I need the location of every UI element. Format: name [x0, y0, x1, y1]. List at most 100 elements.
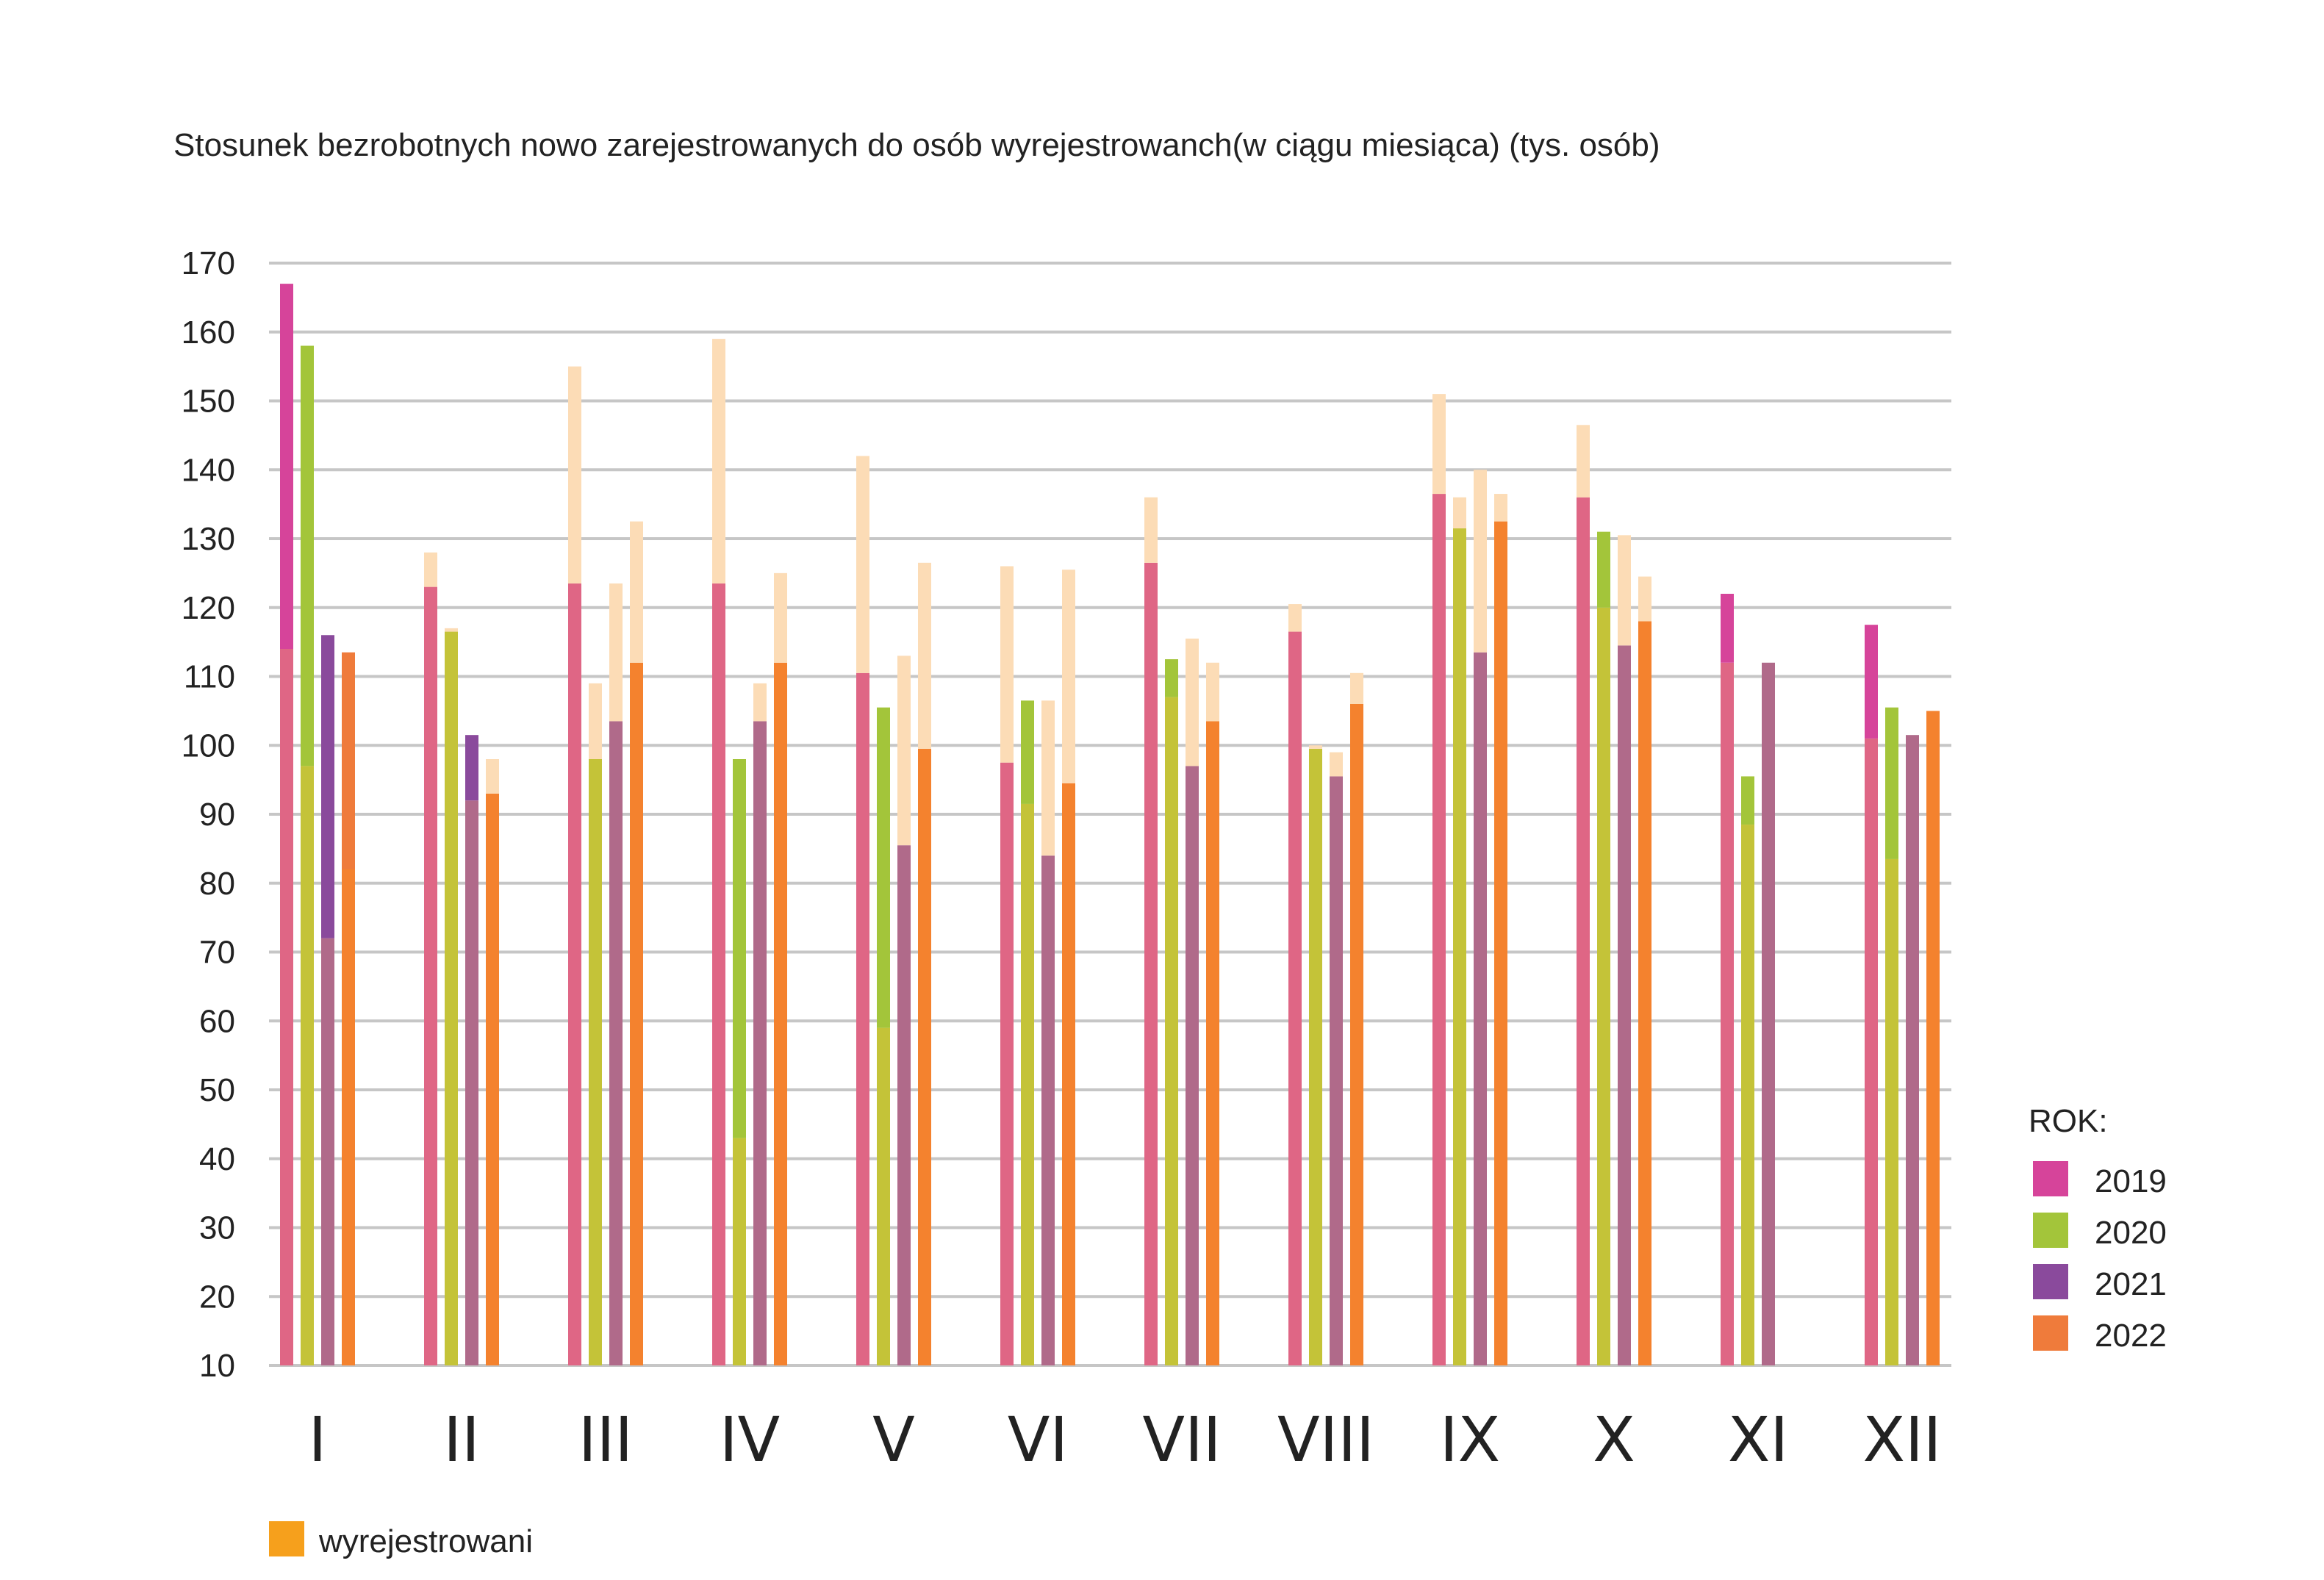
grid-lines — [269, 262, 1951, 1367]
bar-VII-2019-base — [1144, 562, 1158, 1365]
y-tick-label: 140 — [182, 452, 235, 488]
x-tick-label-X: X — [1593, 1404, 1635, 1476]
legend-label-2022: 2022 — [2095, 1318, 2167, 1354]
bar-VII-2021-wyrejestrowani — [1186, 638, 1199, 766]
y-tick-label: 70 — [199, 935, 235, 971]
y-tick-label: 40 — [199, 1141, 235, 1177]
bar-V-2019-wyrejestrowani — [856, 456, 869, 673]
x-tick-label-I: I — [309, 1404, 327, 1476]
x-tick-label-VI: VI — [1008, 1404, 1068, 1476]
bar-IV-2019-base — [712, 583, 725, 1365]
x-tick-label-VIII: VIII — [1277, 1404, 1374, 1476]
bar-XI-2019-zarejestrowani — [1721, 594, 1734, 663]
bar-I-2020-zarejestrowani — [301, 345, 314, 766]
y-tick-label: 160 — [182, 315, 235, 351]
bar-IX-2020-base — [1453, 528, 1466, 1365]
bar-V-2021-base — [897, 845, 911, 1365]
bar-II-2019-wyrejestrowani — [424, 552, 437, 587]
bar-III-2021-base — [609, 721, 623, 1365]
y-tick-label: 60 — [199, 1003, 235, 1039]
bar-VI-2019-base — [1000, 762, 1014, 1365]
x-axis-ticks: I II III IV V VI VII VIII IX X XI XII — [309, 1404, 1942, 1476]
bar-VI-2019-wyrejestrowani — [1000, 566, 1014, 763]
bar-I-2022-zarejestrowani — [342, 652, 355, 869]
bar-II-2020-wyrejestrowani — [445, 628, 458, 632]
bar-VIII-2020-wyrejestrowani — [1309, 745, 1322, 749]
bar-V-2020-zarejestrowani — [877, 707, 890, 1028]
bar-V-2019-base — [856, 672, 869, 1365]
bar-VI-2021-wyrejestrowani — [1041, 700, 1055, 856]
legend-items: 2019 2020 2021 2022 — [2033, 1161, 2167, 1354]
bar-XI-2020-zarejestrowani — [1741, 776, 1754, 825]
legend-label-wyrejestrowani: wyrejestrowani — [318, 1523, 533, 1559]
y-tick-label: 10 — [199, 1348, 235, 1384]
bar-I-2019-zarejestrowani — [280, 284, 293, 649]
bar-XII-2019-base — [1865, 738, 1878, 1365]
y-tick-label: 80 — [199, 866, 235, 902]
bar-XII-2020-zarejestrowani — [1885, 707, 1898, 859]
legend-swatch-2020 — [2033, 1213, 2068, 1248]
bar-VIII-2022-base — [1350, 704, 1363, 1365]
bar-XII-2021-base — [1906, 735, 1919, 1365]
bar-VI-2021-base — [1041, 855, 1055, 1365]
legend-label-2020: 2020 — [2095, 1215, 2167, 1251]
bar-VII-2020-zarejestrowani — [1165, 659, 1178, 697]
bar-VIII-2019-base — [1288, 631, 1302, 1365]
bar-VII-2021-base — [1186, 766, 1199, 1365]
bar-XI-2021-base — [1762, 662, 1775, 1365]
y-tick-label: 170 — [182, 245, 235, 281]
bar-IV-2022-base — [774, 662, 787, 1365]
bar-VIII-2019-wyrejestrowani — [1288, 604, 1302, 632]
y-tick-label: 110 — [184, 659, 235, 695]
bar-II-2020-base — [445, 631, 458, 1365]
bar-I-2020-base — [301, 766, 314, 1365]
legend-swatch-wyrejestrowani — [269, 1521, 304, 1556]
bar-VI-2022-wyrejestrowani — [1062, 570, 1075, 783]
y-tick-label: 130 — [182, 521, 235, 557]
bar-X-2020-base — [1597, 607, 1610, 1365]
bar-VI-2020-zarejestrowani — [1021, 700, 1034, 804]
bar-IV-2020-base — [733, 1138, 746, 1365]
x-tick-label-VII: VII — [1142, 1404, 1221, 1476]
bar-III-2022-base — [630, 662, 643, 1365]
y-tick-label: 90 — [199, 797, 235, 833]
legend-label-2019: 2019 — [2095, 1163, 2167, 1199]
bar-III-2019-wyrejestrowani — [568, 366, 581, 583]
bar-II-2022-base — [486, 793, 499, 1365]
bar-XI-2019-base — [1721, 662, 1734, 1365]
bar-XII-2019-zarejestrowani — [1865, 625, 1878, 739]
chart-title: Stosunek bezrobotnych nowo zarejestrowan… — [173, 127, 1660, 163]
bar-III-2021-wyrejestrowani — [609, 583, 623, 722]
bar-XII-2022-base — [1926, 711, 1940, 1365]
legend-label-2021: 2021 — [2095, 1266, 2167, 1302]
bar-II-2019-base — [424, 586, 437, 1365]
legend-title: ROK: — [2029, 1103, 2108, 1139]
bar-V-2021-wyrejestrowani — [897, 656, 911, 846]
bar-IX-2022-wyrejestrowani — [1494, 494, 1507, 522]
bar-X-2019-base — [1577, 497, 1590, 1365]
bar-VIII-2020-base — [1309, 748, 1322, 1365]
bar-II-2021-base — [465, 800, 478, 1365]
x-tick-label-XII: XII — [1862, 1404, 1941, 1476]
bar-X-2019-wyrejestrowani — [1577, 425, 1590, 498]
legend-swatch-2019 — [2033, 1161, 2068, 1196]
bar-I-2019-base — [280, 649, 293, 1365]
legend-swatch-2021 — [2033, 1264, 2068, 1299]
bar-VIII-2022-wyrejestrowani — [1350, 672, 1363, 704]
x-tick-label-V: V — [872, 1404, 914, 1476]
bar-III-2020-base — [589, 759, 602, 1365]
bar-V-2022-base — [918, 748, 931, 1365]
x-tick-label-IV: IV — [720, 1404, 780, 1476]
x-tick-label-II: II — [443, 1404, 480, 1476]
y-tick-label: 150 — [182, 384, 235, 420]
bar-IV-2021-wyrejestrowani — [753, 683, 767, 722]
bars — [280, 284, 1940, 1365]
bar-VII-2020-base — [1165, 697, 1178, 1365]
y-axis-ticks: 10 20 30 40 50 60 70 80 90 100 110 120 130 140 150 160 1… — [182, 245, 235, 1384]
bar-VII-2019-wyrejestrowani — [1144, 497, 1158, 563]
bar-IX-2019-wyrejestrowani — [1432, 394, 1446, 495]
bar-I-2022-base — [342, 869, 355, 1365]
bar-III-2019-base — [568, 583, 581, 1365]
bar-X-2022-wyrejestrowani — [1638, 576, 1651, 622]
